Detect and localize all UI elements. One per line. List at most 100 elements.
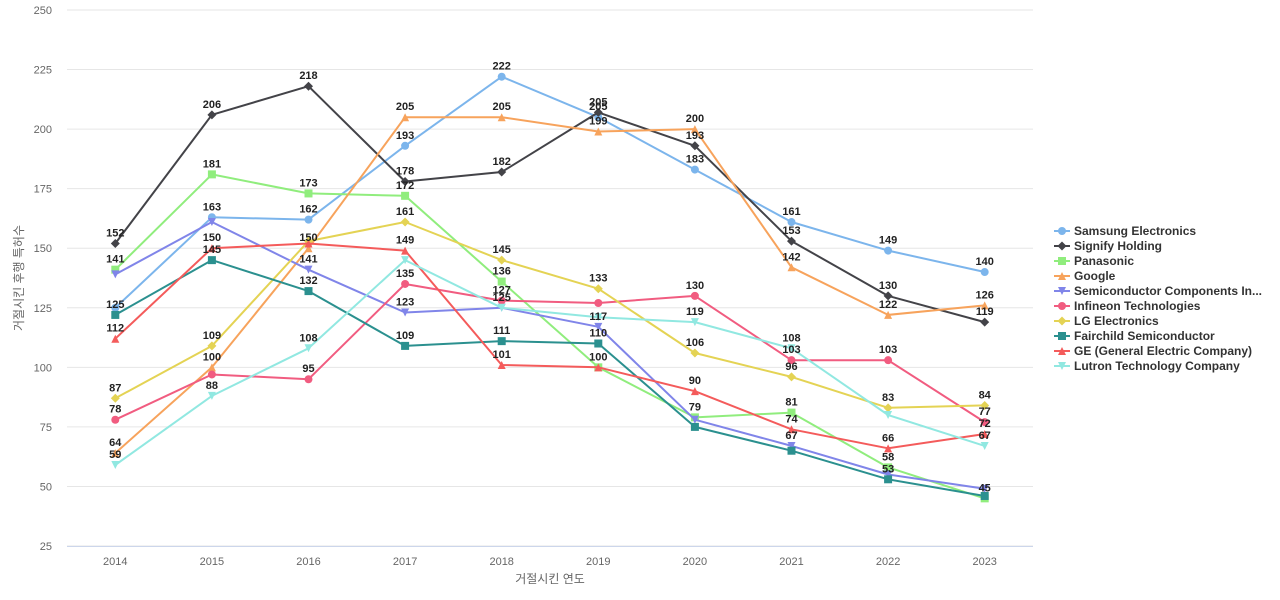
data-point[interactable]	[304, 344, 313, 353]
data-point[interactable]	[594, 363, 603, 372]
data-point[interactable]	[111, 415, 120, 424]
data-point[interactable]	[207, 256, 216, 265]
data-point[interactable]	[787, 356, 796, 365]
data-point[interactable]	[401, 308, 410, 317]
data-point[interactable]	[207, 370, 216, 379]
data-point[interactable]	[497, 113, 506, 122]
data-point[interactable]	[110, 238, 120, 248]
legend-marker[interactable]	[1058, 272, 1066, 280]
legend-item[interactable]: LG Electronics	[1054, 314, 1159, 328]
data-point[interactable]	[401, 141, 410, 150]
data-point[interactable]	[690, 165, 699, 174]
data-point[interactable]	[980, 301, 989, 310]
data-point[interactable]	[980, 491, 989, 500]
data-point[interactable]	[207, 170, 216, 179]
data-point[interactable]	[110, 393, 120, 403]
data-point[interactable]	[400, 177, 410, 187]
data-point[interactable]	[497, 296, 506, 305]
data-point[interactable]	[207, 341, 217, 351]
data-point[interactable]	[787, 408, 796, 417]
data-point[interactable]	[304, 375, 313, 384]
data-point[interactable]	[401, 279, 410, 288]
series-line[interactable]	[114, 259, 985, 497]
legend-item[interactable]: Infineon Technologies	[1054, 299, 1201, 313]
data-point[interactable]	[594, 113, 603, 122]
data-point[interactable]	[207, 244, 216, 253]
data-point[interactable]	[980, 441, 989, 450]
data-point[interactable]	[497, 72, 506, 81]
legend-item[interactable]: Fairchild Semiconductor	[1054, 329, 1215, 343]
legend-marker[interactable]	[1057, 316, 1067, 326]
data-point[interactable]	[883, 403, 893, 413]
data-point[interactable]	[593, 284, 603, 294]
data-point[interactable]	[207, 110, 217, 120]
legend-item[interactable]: Signify Holding	[1054, 239, 1162, 253]
data-point[interactable]	[497, 255, 507, 265]
data-point[interactable]	[497, 167, 507, 177]
data-point[interactable]	[304, 239, 313, 248]
series-line[interactable]	[114, 85, 985, 324]
data-point[interactable]	[884, 444, 893, 453]
data-point[interactable]	[497, 337, 506, 346]
data-point[interactable]	[787, 425, 796, 434]
data-point[interactable]	[690, 318, 699, 327]
data-point[interactable]	[594, 339, 603, 348]
data-point[interactable]	[980, 418, 989, 427]
legend-item[interactable]: Panasonic	[1054, 254, 1134, 268]
data-point[interactable]	[980, 268, 989, 277]
data-point[interactable]	[980, 484, 989, 493]
data-point[interactable]	[690, 291, 699, 300]
data-point[interactable]	[787, 372, 796, 382]
legend-marker[interactable]	[1058, 287, 1066, 295]
data-point[interactable]	[304, 265, 313, 274]
series-line[interactable]	[114, 75, 985, 309]
data-point[interactable]	[401, 256, 410, 265]
data-point[interactable]	[401, 113, 410, 122]
data-point[interactable]	[304, 215, 313, 224]
data-point[interactable]	[787, 446, 796, 455]
data-point[interactable]	[111, 334, 120, 343]
data-point[interactable]	[111, 270, 120, 279]
legend-item[interactable]: Samsung Electronics	[1054, 224, 1196, 238]
series-line[interactable]	[114, 283, 986, 423]
data-point[interactable]	[690, 422, 699, 431]
data-point[interactable]	[594, 313, 603, 322]
legend-marker[interactable]	[1058, 302, 1066, 310]
data-point[interactable]	[401, 341, 410, 350]
data-point[interactable]	[884, 310, 893, 319]
data-point[interactable]	[401, 246, 410, 255]
data-point[interactable]	[787, 344, 796, 353]
data-point[interactable]	[690, 387, 699, 396]
data-point[interactable]	[304, 244, 313, 253]
data-point[interactable]	[980, 400, 990, 410]
series-line[interactable]	[114, 242, 985, 450]
legend-marker[interactable]	[1057, 241, 1067, 251]
data-point[interactable]	[883, 291, 893, 301]
legend-item[interactable]: Lutron Technology Company	[1054, 359, 1240, 373]
legend-marker[interactable]	[1058, 362, 1066, 370]
legend-marker[interactable]	[1058, 332, 1066, 340]
data-point[interactable]	[111, 310, 120, 319]
series-line[interactable]	[114, 116, 985, 454]
data-point[interactable]	[497, 303, 506, 312]
data-point[interactable]	[884, 246, 893, 255]
data-point[interactable]	[400, 217, 410, 227]
data-point[interactable]	[401, 191, 410, 200]
data-point[interactable]	[884, 470, 893, 479]
legend-item[interactable]: Semiconductor Components In...	[1054, 284, 1262, 298]
data-point[interactable]	[304, 81, 313, 91]
data-point[interactable]	[593, 107, 603, 117]
data-point[interactable]	[690, 125, 699, 134]
data-point[interactable]	[980, 317, 990, 327]
data-point[interactable]	[304, 189, 313, 198]
data-point[interactable]	[207, 391, 216, 400]
data-point[interactable]	[111, 449, 120, 458]
data-point[interactable]	[594, 127, 603, 136]
data-point[interactable]	[497, 360, 506, 369]
data-point[interactable]	[594, 299, 603, 308]
data-point[interactable]	[111, 265, 120, 274]
data-point[interactable]	[884, 410, 893, 419]
series-line[interactable]	[114, 221, 985, 409]
data-point[interactable]	[207, 363, 216, 372]
